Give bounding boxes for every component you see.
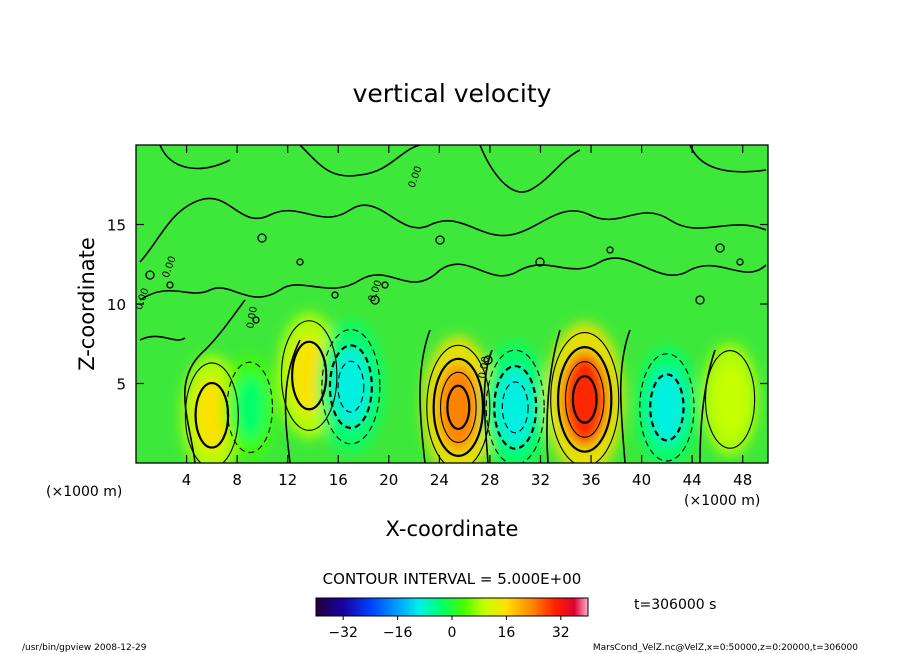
updraft-contour [432,357,485,457]
chart-title: vertical velocity [353,79,552,108]
x-tick-label: 12 [278,471,297,489]
downdraft-core [331,346,371,427]
updraft-contour [556,346,613,453]
updraft-contour [550,332,620,463]
downdraft-contour [226,361,273,454]
downdraft-contour [639,353,695,462]
updraft-contour [704,350,756,449]
updraft-contour [446,384,471,431]
x-tick-label: 4 [182,471,192,489]
downdraft-contour [321,328,381,445]
footer-right: MarsCond_VelZ.nc@VelZ,x=0:50000,z=0:2000… [593,643,858,653]
x-tick-label: 40 [632,471,651,489]
x-tick-label: 32 [531,471,550,489]
downdraft-core [495,367,535,448]
updraft-core [562,352,608,447]
updraft-contour [426,344,491,463]
y-tick-label: 5 [116,376,126,394]
y-axis: 5 10 15 [107,217,768,394]
contour-interval-label: CONTOUR INTERVAL = 5.000E+00 [323,570,582,588]
downdraft-contour [493,364,538,450]
downdraft-core [648,369,685,445]
x-tick-label: 16 [329,471,348,489]
colorbar [315,597,589,617]
x-tick-label: 44 [683,471,702,489]
x-tick-label: 20 [379,471,398,489]
downdraft-contour [501,381,529,434]
y-tick-label: 15 [107,217,126,235]
updraft-contour [184,362,239,463]
updraft-contour [564,361,605,438]
x-tick-label: 28 [480,471,499,489]
x-axis: 4 8 12 16 20 24 28 32 36 40 44 48 [182,145,752,489]
x-axis-label: X-coordinate [386,517,519,541]
colorbar-tick-label: 16 [497,625,515,641]
downdraft-contour [649,373,685,442]
updraft-contour [571,375,598,424]
updraft-core [437,363,480,451]
x-tick-label: 48 [733,471,752,489]
downdraft-contour [328,344,373,430]
y-tick-label: 10 [107,296,126,314]
small-contour-blobs [145,233,744,365]
updraft-contour [439,371,477,443]
colorbar-tick-label: −32 [328,625,358,641]
x-tick-label: 36 [581,471,600,489]
colorbar-tick-label: −16 [383,625,413,641]
updraft-core [194,378,230,452]
colorbar-ticks: −32 −16 0 16 32 [328,616,570,641]
x-tick-label: 8 [232,471,242,489]
footer-left: /usr/bin/gpview 2008-12-29 [22,643,147,653]
updraft-contour [194,381,230,449]
x-unit-right: (×1000 m) [684,493,760,509]
y-axis-label: Z-coordinate [75,237,99,371]
colorbar-tick-label: 0 [448,625,457,641]
downdraft-contour [485,349,545,463]
zero-contours [139,145,767,463]
colorbar-tick-label: 32 [552,625,570,641]
updraft-core [713,365,747,434]
x-unit-left: (×1000 m) [46,484,122,500]
downdraft-contour [337,360,365,413]
downdraft-core [234,375,265,439]
heatmap-field: 0.000.000.000.000.000.00 [136,145,768,463]
updraft-contour [291,340,328,411]
x-tick-label: 24 [430,471,449,489]
time-label: t=306000 s [634,597,716,613]
updraft-contour [280,320,338,431]
